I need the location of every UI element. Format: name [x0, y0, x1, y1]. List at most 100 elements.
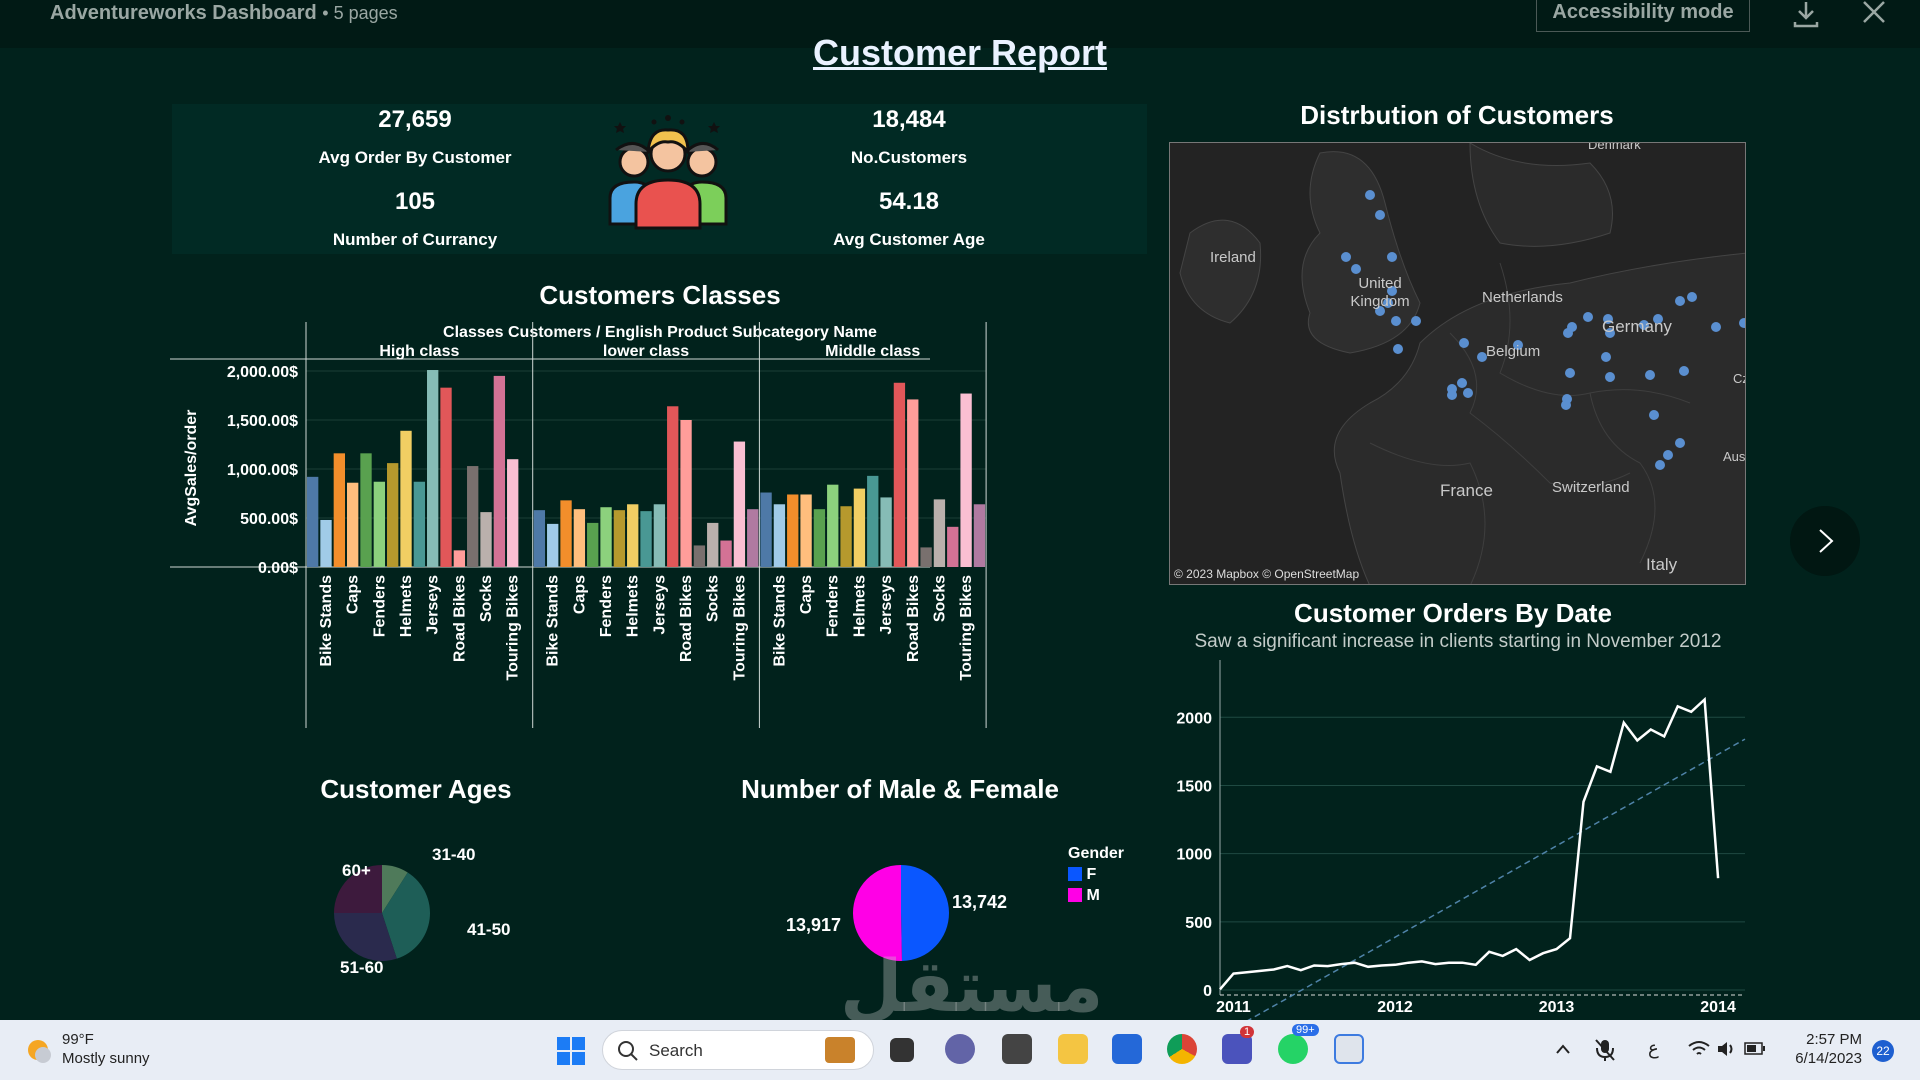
customer-location-dot[interactable]	[1383, 298, 1393, 308]
customer-location-dot[interactable]	[1375, 210, 1385, 220]
bar[interactable]	[880, 497, 892, 567]
bar[interactable]	[840, 506, 852, 567]
taskbar-clock[interactable]: 2:57 PM 6/14/2023	[1790, 1030, 1862, 1068]
customer-location-dot[interactable]	[1375, 306, 1385, 316]
start-icon[interactable]	[556, 1036, 586, 1066]
customer-location-dot[interactable]	[1459, 338, 1469, 348]
taskbar-search[interactable]: Search	[602, 1030, 874, 1070]
bar[interactable]	[653, 504, 666, 567]
customer-location-dot[interactable]	[1675, 438, 1685, 448]
pie-slice[interactable]	[852, 865, 902, 961]
customer-location-dot[interactable]	[1513, 340, 1523, 350]
customer-map[interactable]: Ireland United Kingdom Netherlands Germa…	[1169, 142, 1746, 585]
bar[interactable]	[573, 509, 586, 567]
customer-location-dot[interactable]	[1639, 320, 1649, 330]
customer-location-dot[interactable]	[1679, 366, 1689, 376]
bar[interactable]	[533, 510, 546, 567]
bar[interactable]	[773, 504, 786, 567]
customer-location-dot[interactable]	[1411, 316, 1421, 326]
bar[interactable]	[600, 507, 612, 567]
customer-location-dot[interactable]	[1387, 286, 1397, 296]
pie-slice[interactable]	[901, 865, 949, 961]
pie-slice[interactable]	[382, 872, 430, 959]
bar[interactable]	[920, 547, 932, 567]
store-icon[interactable]	[1112, 1034, 1142, 1064]
customer-location-dot[interactable]	[1463, 388, 1473, 398]
bar[interactable]	[907, 399, 919, 567]
chrome-icon[interactable]	[1167, 1034, 1197, 1064]
snipping-tool-icon[interactable]	[1334, 1034, 1364, 1064]
bar[interactable]	[413, 481, 426, 567]
bar[interactable]	[307, 476, 319, 567]
bar[interactable]	[787, 494, 799, 567]
bar[interactable]	[827, 484, 839, 567]
close-icon[interactable]	[1862, 0, 1886, 24]
customer-location-dot[interactable]	[1605, 328, 1615, 338]
next-page-button[interactable]	[1790, 506, 1860, 576]
teams-chat-icon[interactable]	[945, 1034, 975, 1064]
orders-series-line[interactable]	[1219, 696, 1720, 991]
bar[interactable]	[947, 526, 959, 567]
bar[interactable]	[360, 453, 372, 567]
weather-widget[interactable]: 99°F Mostly sunny	[62, 1030, 150, 1068]
customer-location-dot[interactable]	[1447, 390, 1457, 400]
customer-location-dot[interactable]	[1601, 352, 1611, 362]
bar[interactable]	[680, 420, 692, 567]
customer-location-dot[interactable]	[1739, 318, 1746, 328]
customer-location-dot[interactable]	[1603, 314, 1613, 324]
pie-slice[interactable]	[382, 865, 408, 913]
customer-location-dot[interactable]	[1351, 264, 1361, 274]
customer-location-dot[interactable]	[1457, 378, 1467, 388]
wifi-icon[interactable]	[1688, 1040, 1710, 1058]
bar[interactable]	[853, 488, 866, 567]
bar[interactable]	[373, 481, 386, 567]
bar[interactable]	[493, 375, 506, 567]
customer-location-dot[interactable]	[1649, 410, 1659, 420]
bar[interactable]	[933, 499, 946, 567]
customer-location-dot[interactable]	[1365, 190, 1375, 200]
bar[interactable]	[467, 466, 479, 567]
customer-location-dot[interactable]	[1387, 252, 1397, 262]
customer-location-dot[interactable]	[1687, 292, 1697, 302]
customer-location-dot[interactable]	[1393, 344, 1403, 354]
accessibility-mode-button[interactable]: Accessibility mode	[1536, 0, 1750, 32]
bar[interactable]	[760, 492, 772, 567]
pie-slice[interactable]	[334, 865, 382, 913]
notification-badge[interactable]: 22	[1872, 1040, 1894, 1062]
bar[interactable]	[347, 482, 359, 567]
customer-location-dot[interactable]	[1711, 322, 1721, 332]
language-indicator[interactable]: ع	[1648, 1038, 1659, 1058]
customer-location-dot[interactable]	[1561, 400, 1571, 410]
bar[interactable]	[333, 453, 346, 567]
task-view-icon[interactable]	[890, 1038, 914, 1062]
file-explorer-icon[interactable]	[1058, 1034, 1088, 1064]
customer-location-dot[interactable]	[1655, 460, 1665, 470]
whatsapp-icon[interactable]: 99+	[1278, 1024, 1319, 1064]
bar[interactable]	[973, 504, 986, 567]
bar[interactable]	[693, 545, 706, 567]
bar[interactable]	[320, 519, 332, 567]
bar[interactable]	[893, 382, 906, 567]
bar[interactable]	[800, 494, 812, 567]
microphone-muted-icon[interactable]	[1594, 1038, 1616, 1062]
battery-icon[interactable]	[1744, 1042, 1766, 1056]
bar[interactable]	[613, 510, 626, 567]
bar[interactable]	[453, 550, 466, 567]
customer-location-dot[interactable]	[1583, 312, 1593, 322]
customer-location-dot[interactable]	[1675, 296, 1685, 306]
pie-slice[interactable]	[334, 913, 397, 961]
bar[interactable]	[733, 441, 746, 567]
bar[interactable]	[720, 540, 732, 567]
bar[interactable]	[960, 393, 972, 567]
bar[interactable]	[627, 504, 639, 567]
volume-icon[interactable]	[1716, 1040, 1738, 1058]
customer-location-dot[interactable]	[1565, 368, 1575, 378]
bar[interactable]	[587, 522, 599, 567]
customer-location-dot[interactable]	[1567, 322, 1577, 332]
bar[interactable]	[480, 512, 492, 567]
bar[interactable]	[747, 509, 759, 567]
customer-location-dot[interactable]	[1391, 316, 1401, 326]
bar[interactable]	[707, 522, 719, 567]
bar[interactable]	[507, 459, 519, 567]
customer-location-dot[interactable]	[1605, 372, 1615, 382]
